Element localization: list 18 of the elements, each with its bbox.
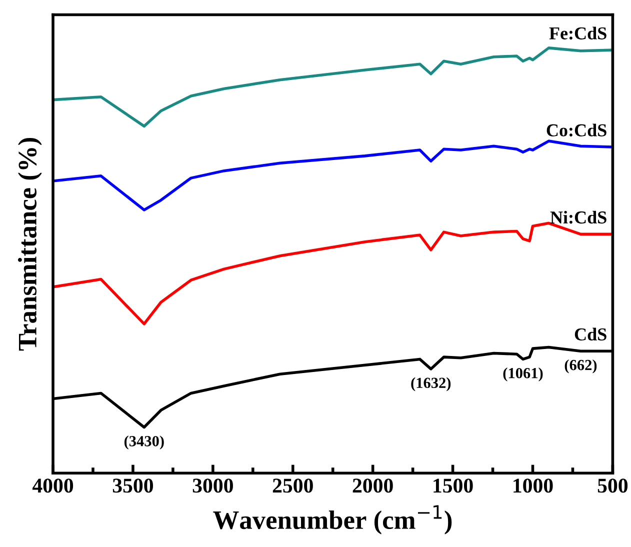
annotation: (1632) (411, 377, 451, 392)
series-label: Fe:CdS (549, 26, 606, 40)
x-tick-label: 500 (598, 478, 628, 493)
series-label: Co:CdS (546, 124, 606, 136)
x-tick-label: 4000 (32, 478, 74, 493)
x-tick-label: 1500 (434, 478, 473, 493)
series-label: CdS (574, 328, 606, 341)
x-tick-label: 3500 (112, 478, 153, 493)
x-tick-label: 2000 (352, 478, 393, 493)
x-tick-label: 3000 (192, 478, 233, 493)
annotation: (3430) (124, 436, 164, 450)
x-axis-title: Wavenumber (cm$^{−1}$) (213, 505, 452, 534)
y-axis-title: Transmittance (%) (18, 138, 42, 351)
annotation: (1061) (503, 368, 543, 382)
x-tick-label: 2500 (272, 478, 313, 493)
annotation: (662) (564, 359, 597, 374)
x-tick-label: 1000 (514, 478, 553, 493)
series-label: Ni:CdS (550, 210, 606, 224)
